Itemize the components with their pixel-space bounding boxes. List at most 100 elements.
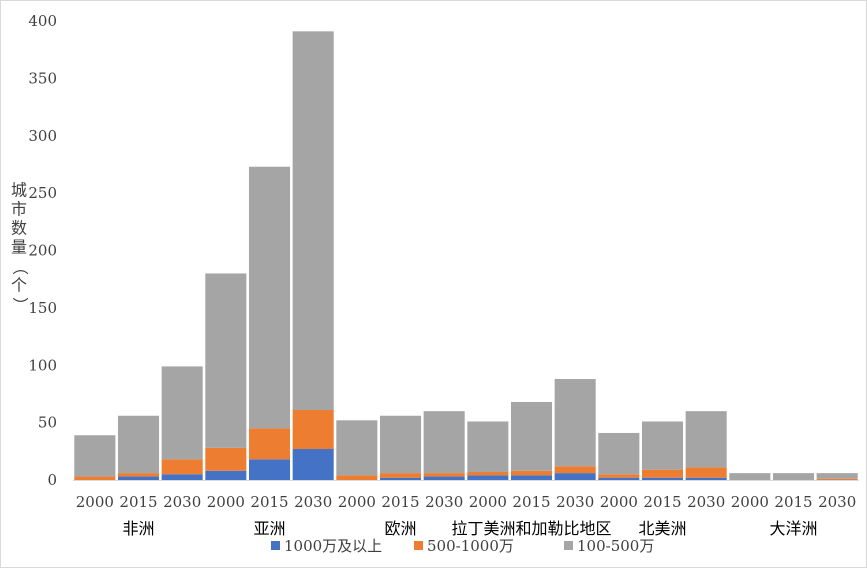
bar-segment-5m-10m (74, 476, 116, 480)
bar-segment-1m-5m (336, 420, 378, 476)
legend-swatch (564, 541, 573, 550)
x-axis-group-labels: 非洲 亚洲 欧洲 拉丁美洲和加勒比地区 北美洲 大洋洲 (122, 519, 817, 538)
bar-segment-over-10m (161, 474, 203, 480)
bar-segment-over-10m (205, 470, 247, 480)
x-tick-year-label: 2015 (381, 493, 419, 511)
y-tick-label: 250 (28, 184, 57, 202)
bar-segment-1m-5m (161, 366, 203, 460)
y-tick-label: 50 (38, 414, 57, 432)
x-tick-year-label: 2015 (643, 493, 681, 511)
y-axis-label-char: 个 (11, 276, 27, 295)
bar-segment-1m-5m (205, 273, 247, 448)
bar-segment-1m-5m (554, 379, 596, 467)
x-tick-year-label: 2030 (556, 493, 594, 511)
bar-segment-5m-10m (292, 410, 334, 450)
bar-segment-5m-10m (336, 475, 378, 480)
bar-segment-1m-5m (598, 432, 640, 475)
bar-segment-1m-5m (816, 473, 858, 479)
bar-segment-1m-5m (117, 415, 160, 474)
bar-segment-5m-10m (816, 478, 858, 480)
y-tick-label: 100 (28, 356, 57, 374)
x-tick-year-label: 2000 (207, 493, 245, 511)
bar-segment-over-10m (379, 477, 422, 480)
bar-segment-over-10m (423, 476, 465, 480)
bar-segment-5m-10m (205, 447, 247, 471)
x-group-label: 非洲 (122, 519, 154, 538)
legend-swatch (271, 541, 280, 550)
x-axis-year-labels: 2000 2015 2030 2000 2015 2030 2000 2015 2030 2000… (76, 493, 857, 511)
x-tick-year-label: 2030 (294, 493, 332, 511)
y-tick-label: 0 (47, 471, 57, 489)
bar-segment-over-10m (554, 473, 596, 480)
x-group-label: 欧洲 (384, 519, 416, 538)
bar-segment-1m-5m (423, 411, 465, 474)
bar-segment-1m-5m (248, 166, 291, 429)
bar-segment-5m-10m (117, 473, 160, 477)
bar-segment-5m-10m (641, 469, 684, 478)
x-tick-year-label: 2030 (818, 493, 856, 511)
y-tick-label: 400 (28, 12, 57, 30)
legend-swatch (414, 541, 423, 550)
bars (74, 31, 858, 480)
x-tick-year-label: 2000 (76, 493, 114, 511)
bar-segment-1m-5m (772, 473, 815, 480)
y-tick-label: 350 (28, 69, 57, 87)
bar-segment-5m-10m (248, 428, 291, 460)
bar-segment-1m-5m (292, 31, 334, 411)
x-group-label: 亚洲 (253, 519, 285, 538)
bar-segment-5m-10m (161, 459, 203, 475)
bar-segment-over-10m (292, 449, 334, 480)
bar-segment-over-10m (248, 459, 291, 480)
y-axis-label-char: 城 (11, 181, 27, 200)
legend-label: 1000万及以上 (284, 537, 382, 555)
bar-segment-5m-10m (598, 474, 640, 478)
y-tick-label: 150 (28, 299, 57, 317)
bar-segment-1m-5m (729, 473, 771, 480)
bar-segment-1m-5m (74, 435, 116, 477)
x-group-label: 大洋洲 (769, 519, 817, 538)
bar-segment-1m-5m (467, 421, 509, 472)
legend-label: 100-500万 (577, 537, 654, 555)
y-axis-ticks: 0 50 100 150 200 250 300 350 400 (28, 12, 57, 489)
x-tick-year-label: 2015 (250, 493, 288, 511)
bar-segment-5m-10m (423, 473, 465, 477)
bar-segment-over-10m (685, 477, 727, 480)
y-axis-label-char: （ (11, 259, 30, 275)
x-tick-year-label: 2030 (425, 493, 463, 511)
x-tick-year-label: 2015 (774, 493, 812, 511)
legend: 1000万及以上 500-1000万 100-500万 (271, 537, 654, 555)
x-tick-year-label: 2000 (469, 493, 507, 511)
bar-segment-over-10m (510, 475, 553, 480)
y-tick-label: 300 (28, 127, 57, 145)
bar-segment-over-10m (467, 475, 509, 480)
bar-segment-1m-5m (641, 421, 684, 470)
x-tick-year-label: 2000 (731, 493, 769, 511)
bar-segment-1m-5m (510, 401, 553, 471)
y-axis-label-char: 数 (11, 219, 27, 238)
x-tick-year-label: 2030 (163, 493, 201, 511)
y-tick-label: 200 (28, 242, 57, 260)
bar-segment-5m-10m (554, 466, 596, 474)
bar-segment-5m-10m (510, 470, 553, 476)
x-group-label: 拉丁美洲和加勒比地区 (451, 519, 611, 538)
x-group-label: 北美洲 (638, 519, 686, 538)
bar-segment-5m-10m (685, 467, 727, 478)
bar-segment-over-10m (117, 476, 160, 480)
bar-segment-over-10m (598, 477, 640, 480)
x-tick-year-label: 2000 (338, 493, 376, 511)
bar-segment-over-10m (641, 477, 684, 480)
bar-segment-1m-5m (685, 411, 727, 468)
bar-segment-1m-5m (379, 415, 422, 474)
y-axis-label-char: 市 (11, 200, 27, 219)
y-axis-label-char: 量 (11, 238, 27, 257)
x-tick-year-label: 2000 (600, 493, 638, 511)
x-tick-year-label: 2015 (512, 493, 550, 511)
y-axis-label-char: ） (11, 297, 30, 313)
legend-label: 500-1000万 (427, 537, 514, 555)
x-tick-year-label: 2015 (119, 493, 157, 511)
bar-segment-5m-10m (467, 471, 509, 476)
x-tick-year-label: 2030 (687, 493, 725, 511)
